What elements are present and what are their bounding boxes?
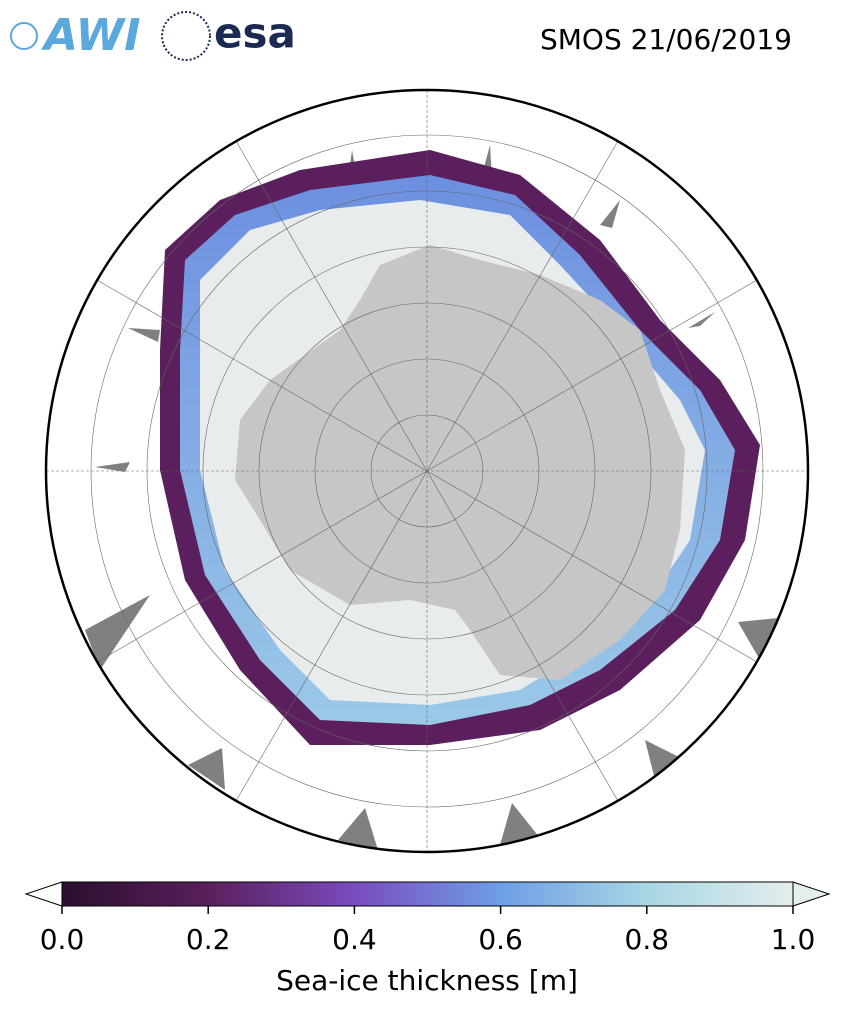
colorbar-extend-low xyxy=(24,881,63,907)
colorbar: Sea-ice thickness [m] 0.0 0.2 0.4 0.6 0.8 1.0 xyxy=(24,881,831,997)
colorbar-extend-high xyxy=(792,881,831,907)
awi-logo: AWI xyxy=(41,10,141,61)
map xyxy=(46,90,808,852)
awi-icon xyxy=(10,22,38,50)
colorbar-label: Sea-ice thickness [m] xyxy=(276,964,578,997)
antarctica xyxy=(235,245,685,680)
colorbar-tick-label: 0.0 xyxy=(40,923,85,956)
colorbar-tick-label: 0.8 xyxy=(625,923,670,956)
title: SMOS 21/06/2019 xyxy=(540,23,792,56)
esa-icon xyxy=(161,11,211,61)
esa-logo: esa xyxy=(214,9,296,58)
colorbar-tick-label: 0.2 xyxy=(186,923,231,956)
colorbar-tick-label: 0.6 xyxy=(478,923,523,956)
colorbar-body xyxy=(61,881,794,907)
map-frame xyxy=(44,88,810,854)
colorbar-tick-label: 0.4 xyxy=(332,923,377,956)
colorbar-tick-label: 1.0 xyxy=(771,923,816,956)
graticule xyxy=(46,90,808,852)
logos: AWI esa xyxy=(10,9,296,61)
